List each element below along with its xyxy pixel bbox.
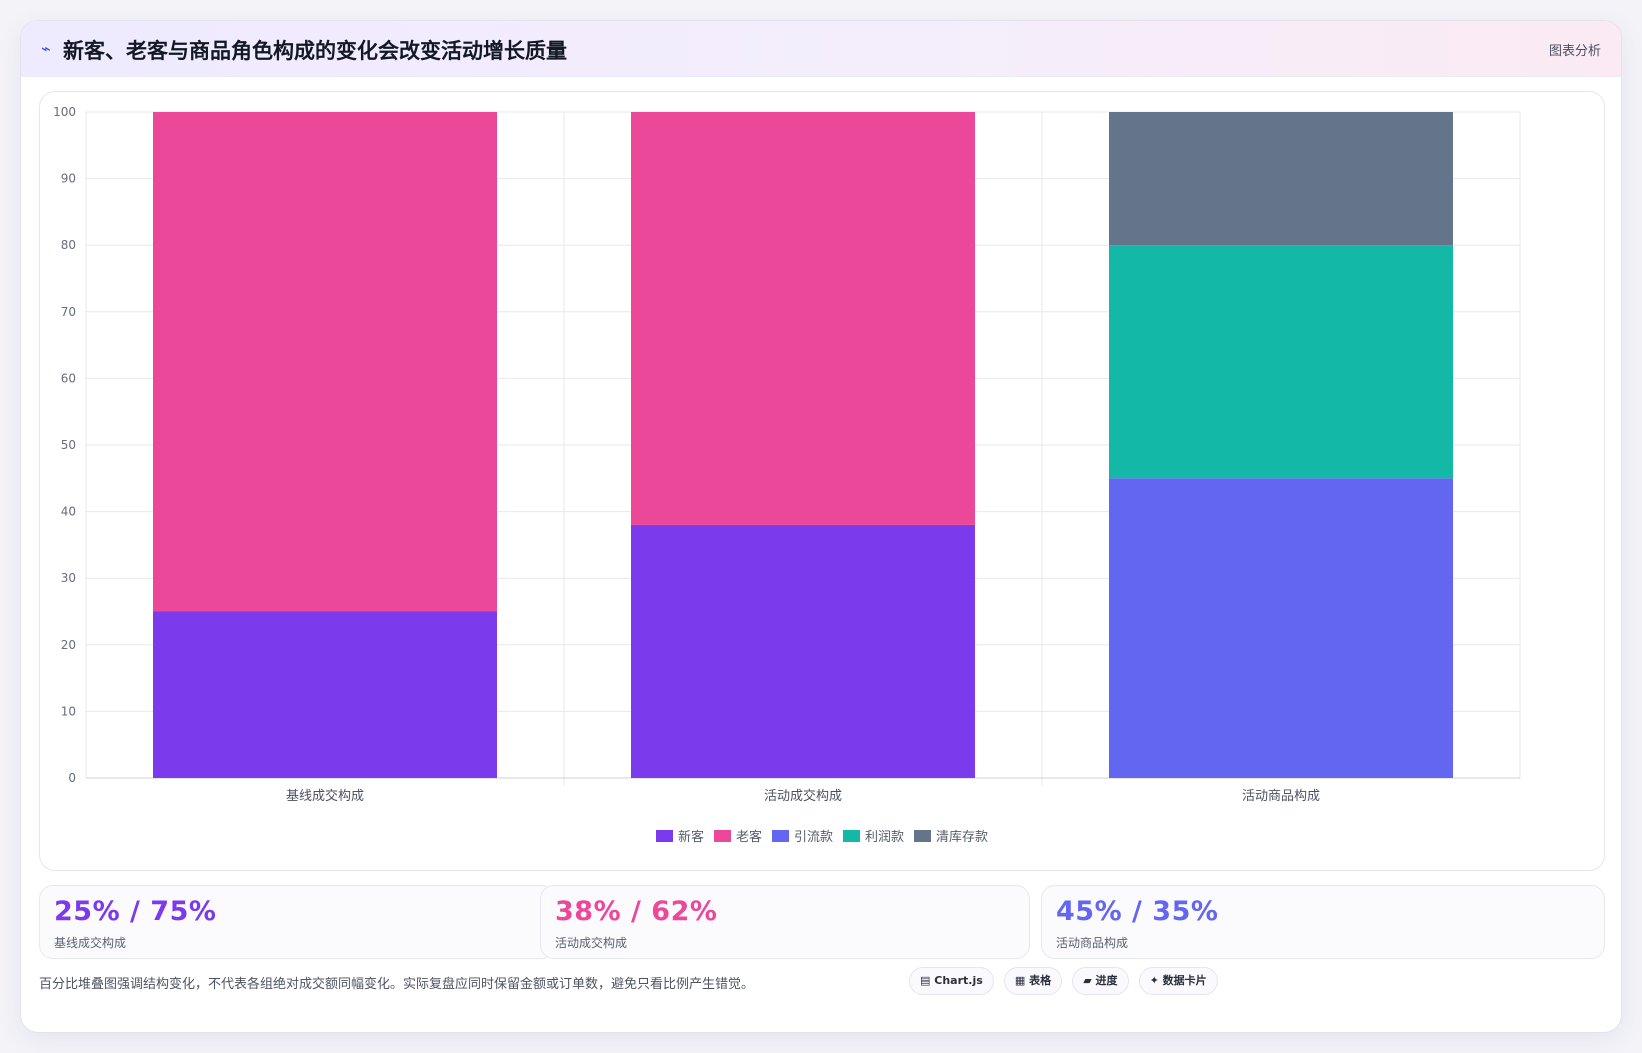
tool-chips: ▤ Chart.js ▦ 表格 ▰ 进度 ✦ 数据卡片: [909, 967, 1223, 997]
chip-label: 数据卡片: [1162, 974, 1207, 987]
stat-label: 活动商品构成: [1056, 936, 1129, 950]
y-tick-label: 60: [61, 371, 76, 385]
bar-segment: [631, 524, 975, 778]
y-tick-label: 70: [61, 305, 76, 319]
sparkle-icon: ✦: [1149, 974, 1159, 987]
footnote: 百分比堆叠图强调结构变化，不代表各组绝对成交额同幅变化。实际复盘应同时保留金额或…: [39, 977, 755, 992]
table-icon: ▦: [1014, 974, 1026, 987]
stat-label: 活动成交构成: [555, 936, 628, 950]
y-tick-label: 50: [61, 438, 76, 452]
card-title: 新客、老客与商品角色构成的变化会改变活动增长质量: [63, 39, 567, 63]
x-tick-label: 基线成交构成: [286, 788, 364, 804]
chart-card: ⌁ 新客、老客与商品角色构成的变化会改变活动增长质量 图表分析 0 10 20 30 4…: [20, 20, 1622, 1033]
bar-segment: [1109, 245, 1453, 479]
legend-label: 引流款: [793, 830, 833, 845]
x-tick-label: 活动成交构成: [764, 788, 842, 804]
chart-legend: 新客 老客 引流款 利润款 清库存款: [40, 826, 1604, 845]
progress-chip[interactable]: ▰ 进度: [1072, 967, 1129, 995]
legend-label: 新客: [677, 830, 704, 845]
stat-card-campaign-products: 45% / 35% 活动商品构成: [1041, 885, 1605, 959]
chart-area: 0 10 20 30 40 50 60 70 80 90 100 基线成交构成 活动成交构成 活动商品构成…: [39, 91, 1605, 871]
y-tick-label: 10: [61, 704, 76, 718]
data-card-chip[interactable]: ✦ 数据卡片: [1138, 967, 1218, 995]
stat-label: 基线成交构成: [54, 936, 127, 950]
y-tick-label: 80: [61, 238, 76, 252]
chart-icon: ▤: [920, 974, 931, 987]
stat-value: 38% / 62%: [555, 896, 718, 927]
y-tick-label: 100: [53, 105, 76, 119]
bar-segment: [153, 611, 497, 778]
y-tick-label: 90: [61, 172, 76, 186]
legend-swatch: [655, 830, 673, 842]
legend-item[interactable]: 清库存款: [914, 826, 988, 845]
chartjs-chip[interactable]: ▤ Chart.js: [909, 967, 994, 995]
legend-item[interactable]: 引流款: [771, 826, 833, 845]
table-chip[interactable]: ▦ 表格: [1003, 967, 1063, 995]
bar-segment: [1109, 478, 1453, 778]
stacked-bar-chart: 0 10 20 30 40 50 60 70 80 90 100 基线成交构成 活动成交构成 活动商品构成: [53, 105, 1521, 804]
bar-segment: [1109, 112, 1453, 246]
legend-swatch: [771, 830, 789, 842]
chip-label: 进度: [1095, 974, 1118, 987]
y-tick-label: 40: [61, 505, 76, 519]
y-tick-label: 0: [68, 771, 76, 785]
stat-value: 45% / 35%: [1056, 896, 1219, 927]
bar-segment: [153, 112, 497, 612]
stat-value: 25% / 75%: [54, 896, 217, 927]
sparkline-icon: ⌁: [41, 39, 51, 58]
legend-label: 老客: [735, 830, 762, 845]
legend-label: 利润款: [865, 830, 905, 845]
bar-segment: [631, 112, 975, 525]
legend-label: 清库存款: [936, 830, 989, 845]
legend-item[interactable]: 新客: [655, 826, 704, 845]
stat-card-campaign-deals: 38% / 62% 活动成交构成: [540, 885, 1030, 959]
chip-label: Chart.js: [934, 974, 983, 987]
legend-swatch: [914, 830, 932, 842]
stat-card-baseline: 25% / 75% 基线成交构成: [39, 885, 555, 959]
legend-item[interactable]: 老客: [713, 826, 762, 845]
legend-swatch: [843, 830, 860, 842]
y-tick-label: 30: [61, 571, 76, 585]
legend-swatch: [713, 830, 731, 842]
chart-analysis-tag: 图表分析: [1548, 44, 1601, 59]
card-header: ⌁ 新客、老客与商品角色构成的变化会改变活动增长质量 图表分析: [21, 21, 1621, 77]
y-tick-label: 20: [61, 638, 76, 652]
x-tick-label: 活动商品构成: [1242, 789, 1320, 804]
chip-label: 表格: [1029, 974, 1052, 987]
legend-item[interactable]: 利润款: [843, 826, 904, 845]
progress-icon: ▰: [1083, 974, 1092, 987]
stat-cards: 25% / 75% 基线成交构成 38% / 62% 活动成交构成 45% / …: [39, 885, 1605, 959]
